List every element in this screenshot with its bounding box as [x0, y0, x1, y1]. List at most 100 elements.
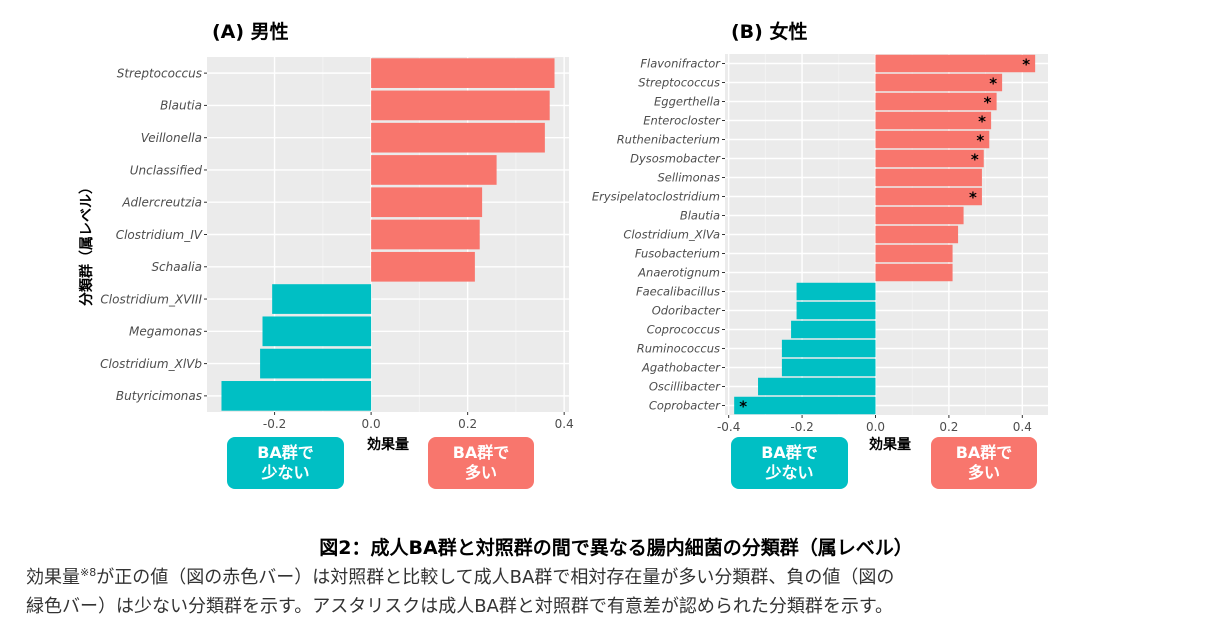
panel-b-bar-ruminococcus	[781, 339, 876, 358]
panel-b-plot: ********FlavonifractorStreptococcusEgger…	[592, 54, 1048, 434]
panel-b-y-tick-label: Flavonifractor	[640, 57, 721, 71]
legend-female-negative-line2: 少ない	[765, 463, 814, 482]
panel-a-y-tick-label: Blautia	[160, 99, 202, 113]
panel-b-y-tick-label: Ruminococcus	[637, 342, 720, 356]
panel-b-bar-anaerotignum	[875, 263, 953, 282]
panel-b-bar-oscillibacter	[758, 377, 876, 396]
panel-b-y-tick-label: Blautia	[680, 209, 720, 223]
panel-b-bar-coprobacter	[734, 396, 876, 415]
panel-b-significance-asterisk: *	[989, 75, 997, 93]
panel-a-bar-streptococcus	[371, 58, 555, 88]
legend-male-negative-line2: 少ない	[261, 463, 310, 482]
panel-a-y-tick-label: Schaalia	[151, 260, 202, 274]
panel-b-y-tick-label: Eggerthella	[654, 95, 720, 109]
legend-male-positive-line1: BA群で	[452, 443, 510, 462]
panel-b-significance-asterisk: *	[1022, 56, 1030, 74]
caption-title: 図2：成人BA群と対照群の間で異なる腸内細菌の分類群（属レベル）	[319, 537, 913, 559]
panel-a-x-tick-label: -0.2	[263, 417, 286, 431]
legend-female-positive-line2: 多い	[967, 463, 1000, 482]
panel-a-x-tick-label: 0.0	[362, 417, 381, 431]
panel-b-bar-blautia	[875, 206, 964, 225]
panel-a-plot: Streptococcus Blautia Veillonella Unclassif…	[100, 57, 574, 431]
panel-b-significance-asterisk: *	[976, 132, 984, 150]
panel-b-x-axis-title: 効果量	[869, 436, 911, 453]
panel-b-title: (B) 女性	[731, 20, 807, 43]
panel-a-bar-clostridium_xviii	[272, 284, 372, 314]
caption-line-1-start: 効果量	[26, 567, 80, 588]
panel-a-y-tick-label: Clostridium_XlVb	[100, 357, 202, 371]
panel-b-bar-clostridium_xlva	[875, 225, 959, 244]
panel-a-x-tick-label: 0.4	[555, 417, 574, 431]
panel-a-bar-adlercreutzia	[371, 187, 483, 218]
panel-a-bar-clostridium_iv	[371, 219, 480, 250]
legend-male-positive-line2: 多い	[464, 463, 497, 482]
panel-a-y-tick-label: Clostridium_IV	[116, 228, 203, 242]
panel-b-y-tick-label: Faecalibacillus	[636, 285, 720, 299]
panel-b-bar-streptococcus	[875, 73, 1003, 92]
legend-male-negative-line1: BA群で	[257, 443, 314, 462]
panel-b-y-tick-label: Odoribacter	[652, 304, 722, 318]
caption-footnote-ref: ※8	[80, 566, 97, 579]
legend-female-negative-line1: BA群で	[761, 443, 818, 462]
panel-b-x-tick-label: -0.4	[717, 420, 740, 434]
panel-b-y-tick-label: Anaerotignum	[637, 266, 720, 280]
panel-a-bar-blautia	[371, 90, 550, 121]
panel-b-y-tick-label: Erysipelatoclostridium	[592, 190, 720, 204]
panel-a-y-tick-label: Streptococcus	[117, 66, 202, 80]
panel-b-bar-coprococcus	[791, 320, 876, 339]
panel-a-x-tick-label: 0.2	[458, 417, 477, 431]
panel-b-x-tick-label: -0.2	[790, 420, 813, 434]
panel-b-x-tick-label: 0.2	[939, 420, 958, 434]
panel-b-x-tick-label: 0.4	[1013, 420, 1032, 434]
panel-b-significance-asterisk: *	[969, 189, 977, 207]
panel-a-y-tick-label: Megamonas	[129, 325, 202, 339]
panel-b-x-tick-label: 0.0	[866, 420, 885, 434]
panel-b-y-tick-label: Oscillibacter	[649, 380, 721, 394]
panel-b-y-tick-label: Clostridium_XlVa	[623, 228, 720, 242]
panel-b-y-tick-label: Dysosmobacter	[630, 152, 721, 166]
panel-a-title: (A) 男性	[212, 20, 289, 43]
panel-a-bar-clostridium_xlvb	[260, 348, 372, 379]
panel-a-bar-unclassified	[371, 155, 497, 185]
panel-b-y-tick-label: Sellimonas	[657, 171, 720, 185]
panel-b-significance-asterisk: *	[971, 151, 979, 169]
legend-male-negative: BA群で 少ない	[227, 437, 344, 489]
panel-a-y-tick-label: Clostridium_XVIII	[100, 292, 202, 306]
panel-b-bar-agathobacter	[781, 358, 876, 377]
legend-female-positive-line1: BA群で	[955, 443, 1013, 462]
legend-male-positive: BA群で 多い	[428, 437, 534, 489]
panel-b-y-tick-label: Coprococcus	[647, 323, 720, 337]
panel-b-bar-eggerthella	[875, 92, 997, 111]
panel-b-bar-faecalibacillus	[796, 282, 876, 301]
panel-b-bar-dysosmobacter	[875, 149, 984, 168]
panel-a-y-tick-label: Unclassified	[130, 163, 203, 177]
panel-b-y-tick-label: Streptococcus	[638, 76, 720, 90]
panel-a-x-axis-title: 効果量	[367, 436, 409, 453]
legend-female-negative: BA群で 少ない	[731, 437, 848, 489]
caption-line-1: 効果量※8が正の値（図の赤色バー）は対照群と比較して成人BA群で相対存在量が多い…	[26, 563, 894, 589]
panel-b-bar-enterocloster	[875, 111, 992, 130]
panel-a-y-tick-label: Adlercreutzia	[121, 196, 202, 210]
panel-a-y-tick-label: Veillonella	[141, 131, 202, 145]
panel-b-significance-asterisk: *	[978, 113, 986, 131]
panel-b-bar-ruthenibacterium	[875, 130, 990, 149]
panel-b-y-tick-label: Enterocloster	[643, 114, 721, 128]
panel-b-bar-odoribacter	[796, 301, 876, 320]
panel-a-bar-megamonas	[262, 316, 372, 347]
panel-b-bar-fusobacterium	[875, 244, 953, 263]
caption-line-1-end: が正の値（図の赤色バー）は対照群と比較して成人BA群で相対存在量が多い分類群、負…	[96, 567, 895, 588]
panel-a-bar-schaalia	[371, 251, 475, 282]
panel-b-bar-sellimonas	[875, 168, 982, 187]
panel-b-y-tick-label: Agathobacter	[641, 361, 721, 375]
legend-female-positive: BA群で 多い	[931, 437, 1037, 489]
panel-b-bar-flavonifractor	[875, 54, 1036, 73]
panel-b-y-tick-label: Ruthenibacterium	[617, 133, 720, 147]
panel-b-significance-asterisk: *	[739, 398, 747, 416]
panel-a-y-tick-label: Butyricimonas	[116, 389, 202, 403]
panel-b-y-tick-label: Fusobacterium	[635, 247, 720, 261]
panel-a-bar-butyricimonas	[221, 381, 372, 411]
panel-a-bar-veillonella	[371, 122, 545, 153]
panel-b-bar-erysipelatoclostridium	[875, 187, 982, 206]
panel-b-y-tick-label: Coprobacter	[649, 399, 721, 413]
